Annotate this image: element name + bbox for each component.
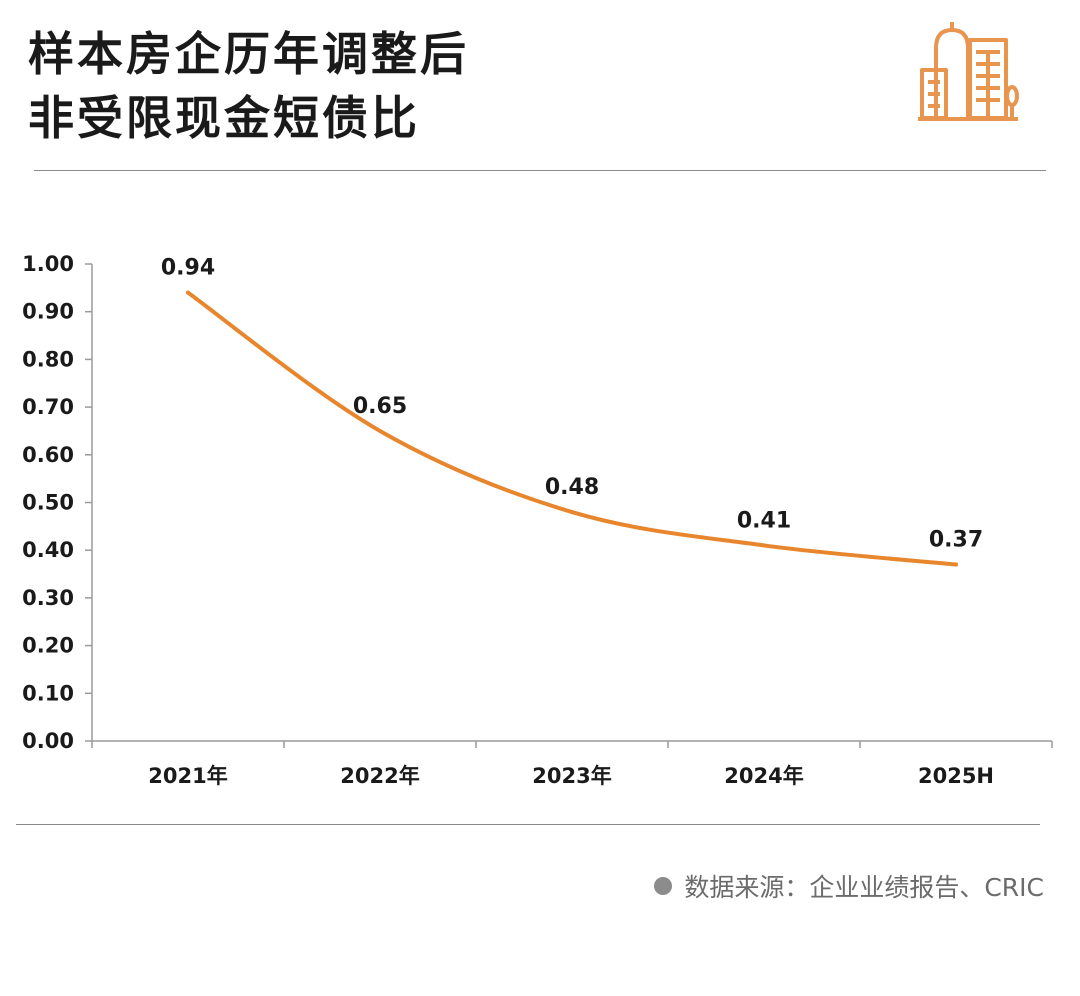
bullet-dot-icon [654,877,673,895]
data-labels: 0.94 0.65 0.48 0.41 0.37 [161,256,983,567]
y-axis: 0.00 0.10 0.20 0.30 0.40 0.50 0.60 0.70 0.80 0.90… [22,252,93,753]
y-tick-label: 0.30 [22,586,74,610]
data-point [378,428,382,433]
y-tick-label: 0.80 [22,347,74,371]
y-tick-label: 0.90 [22,300,74,324]
y-tick-label: 0.00 [22,729,74,753]
data-label: 0.41 [737,508,791,533]
source-note: 数据来源：企业业绩报告、CRIC [654,868,1044,904]
data-point [570,510,574,515]
y-tick-label: 0.70 [22,395,74,419]
top-divider [34,170,1046,171]
y-tick-label: 0.10 [22,681,74,705]
data-label: 0.37 [929,528,983,553]
bottom-divider [16,824,1040,825]
y-tick-label: 0.60 [22,443,74,467]
data-point [186,290,190,295]
x-tick-label: 2021年 [148,764,227,788]
title-line-1: 样本房企历年调整后 [28,27,469,81]
x-axis: 2021年 2022年 2023年 2024年 2025H [91,740,1053,788]
x-tick-label: 2023年 [532,764,611,788]
title-line-2: 非受限现金短债比 [28,91,420,145]
data-label: 0.48 [545,475,599,500]
x-tick-label: 2022年 [340,764,419,788]
y-tick-label: 0.50 [22,491,74,515]
data-point [954,562,958,567]
y-tick-label: 1.00 [22,252,74,276]
chart-title: 样本房企历年调整后 非受限现金短债比 [28,22,469,150]
y-tick-label: 0.20 [22,634,74,658]
x-tick-label: 2024年 [724,764,803,788]
x-tick-label: 2025H [918,764,994,788]
data-label: 0.65 [353,394,407,419]
buildings-icon [918,22,1019,121]
data-point [762,543,766,548]
series-line [186,290,958,567]
source-text: 数据来源：企业业绩报告、CRIC [684,873,1044,902]
y-tick-label: 0.40 [22,538,74,562]
data-label: 0.94 [161,256,215,281]
